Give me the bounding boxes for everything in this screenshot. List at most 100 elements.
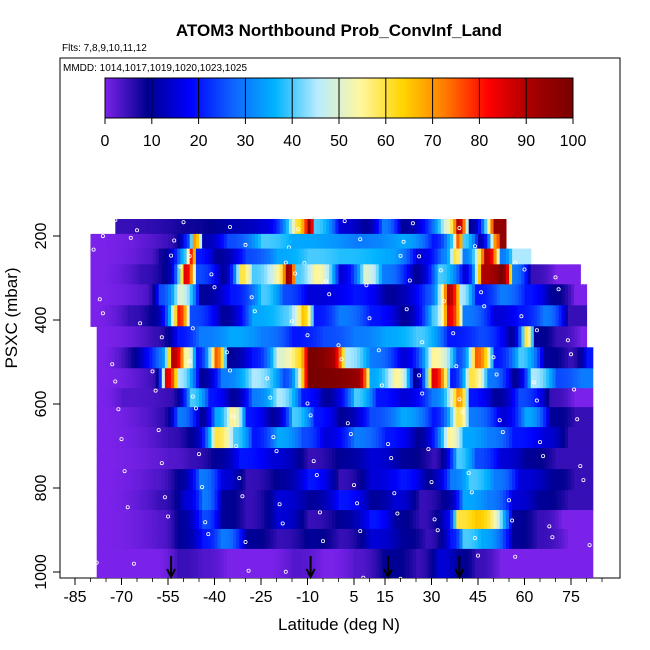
heatmap-cell [571,427,575,449]
heatmap-cell [394,469,398,491]
heatmap-cell [335,284,340,306]
heatmap-cell [301,347,305,369]
heatmap-cell [357,469,361,491]
observation-marker [572,387,577,392]
heatmap-cell [347,469,352,491]
heatmap-cell [90,305,95,327]
heatmap-cell [183,388,188,408]
heatmap-cell [310,326,315,348]
heatmap-cell [106,510,110,530]
heatmap-cell [248,233,253,250]
heatmap-cell [183,448,188,470]
heatmap-cell [168,388,172,408]
heatmap-cell [146,469,150,491]
observation-marker [587,543,592,548]
heatmap-cell [546,427,550,449]
heatmap-cell [543,264,547,285]
heatmap-cell [329,284,333,306]
heatmap-cell [357,388,361,408]
heatmap-cell [422,528,426,550]
heatmap-cell [524,388,529,408]
heatmap-cell [465,326,470,348]
heatmap-cell [121,528,126,550]
heatmap-cell [474,388,479,408]
heatmap-cell [478,326,482,348]
heatmap-cell [161,284,166,306]
heatmap-cell [369,427,374,449]
heatmap-cell [425,448,429,470]
heatmap-cell [369,548,374,578]
heatmap-cell [533,305,538,327]
heatmap-cell [279,490,284,511]
heatmap-cell [478,469,482,491]
heatmap-cell [555,490,560,511]
heatmap-cell [183,233,188,250]
heatmap-cell [567,326,572,348]
heatmap-cell [208,388,212,408]
heatmap-cell [381,407,386,428]
heatmap-cell [180,427,185,449]
heatmap-cell [264,427,268,449]
heatmap-cell [589,347,594,369]
heatmap-cell [499,490,504,511]
heatmap-cell [412,448,417,470]
heatmap-cell [555,264,560,285]
heatmap-cell [285,448,290,470]
heatmap-cell [298,510,302,530]
heatmap-cell [248,528,253,550]
heatmap-cell [326,448,330,470]
heatmap-cell [409,548,414,578]
heatmap-cell [400,510,405,530]
heatmap-cell [217,248,222,265]
heatmap-cell [112,368,116,389]
colorbar-tick-label: 80 [471,133,489,150]
heatmap-cell [96,469,101,491]
heatmap-cell [338,448,343,470]
heatmap-cell [360,528,364,550]
heatmap-cell [239,284,243,306]
heatmap-cell [468,326,473,348]
heatmap-cell [496,448,501,470]
heatmap-cell [394,510,398,530]
heatmap-cell [276,490,281,511]
heatmap-cell [487,490,491,511]
heatmap-cell [360,248,364,265]
heatmap-cell [344,469,349,491]
heatmap-cell [484,264,488,285]
heatmap-cell [233,510,237,530]
heatmap-cell [267,427,271,449]
heatmap-cell [208,284,212,306]
heatmap-cell [372,427,377,449]
observation-marker [358,237,363,242]
heatmap-cell [574,528,578,550]
heatmap-cell [329,427,333,449]
heatmap-cell [502,510,507,530]
observation-marker [522,267,527,272]
heatmap-cell [471,368,476,389]
heatmap-cell [487,469,491,491]
heatmap-cell [264,248,268,265]
heatmap-cell [230,248,234,265]
heatmap-cell [233,490,237,511]
heatmap-cell [425,490,429,511]
colorbar-tick-label: 10 [143,133,161,150]
heatmap-cell [236,368,240,389]
heatmap-cell [515,528,519,550]
observation-marker [289,319,294,324]
heatmap-cell [419,326,423,348]
heatmap-cell [505,388,510,408]
heatmap-cell [546,448,550,470]
heatmap-cell [540,305,544,327]
heatmap-cell [186,510,191,530]
heatmap-cell [518,528,522,550]
heatmap-cell [304,490,309,511]
heatmap-cell [124,448,129,470]
heatmap-cell [499,510,504,530]
heatmap-cell [462,528,467,550]
heatmap-cell [524,548,529,578]
heatmap-cell [146,388,150,408]
heatmap-cell [230,264,234,285]
heatmap-cell [524,305,529,327]
heatmap-cell [171,388,175,408]
heatmap-cell [378,347,383,369]
